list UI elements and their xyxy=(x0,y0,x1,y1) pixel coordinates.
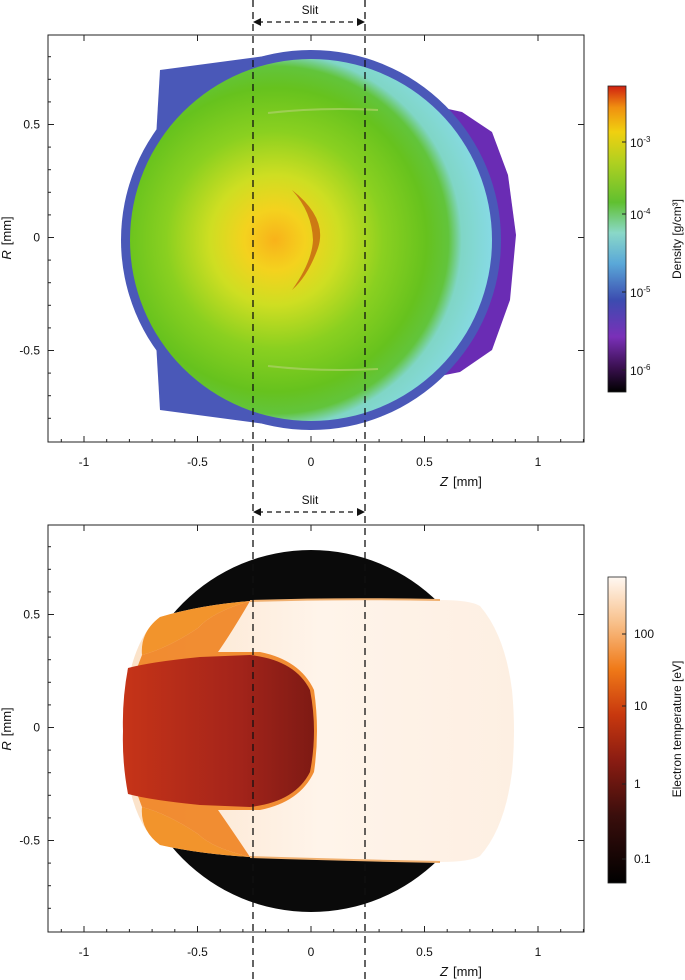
temperature-cb-label-100: 100 xyxy=(634,627,654,641)
upper-boundary-stripe xyxy=(249,598,441,602)
density-cb-label-1e-3: 10-3 xyxy=(630,135,651,150)
density-colorbar xyxy=(607,85,627,393)
density-xtick-label: 0.5 xyxy=(416,455,433,469)
temperature-cb-label-1: 1 xyxy=(634,777,641,791)
temperature-xtick-label: -0.5 xyxy=(187,945,208,959)
density-ytick-label: -0.5 xyxy=(19,344,40,358)
density-slit-label: Slit xyxy=(302,3,319,17)
temperature-ytick-label: 0.5 xyxy=(23,608,40,622)
temperature-slit-arrowhead-left xyxy=(253,508,261,516)
density-ticks: -1 -0.5 0 0.5 1 0.5 0 -0.5 xyxy=(19,35,584,469)
density-colorbar-ticks xyxy=(622,141,626,371)
density-plot-frame xyxy=(47,34,585,443)
density-xlabel: Z [mm] xyxy=(439,474,482,489)
upper-feature xyxy=(267,108,379,114)
temperature-plot-frame xyxy=(47,524,585,933)
temperature-cb-label-10: 10 xyxy=(634,699,648,713)
density-xtick-label: -1 xyxy=(79,455,90,469)
temperature-xtick-label: 0 xyxy=(308,945,315,959)
temperature-xlabel: Z [mm] xyxy=(439,964,482,979)
temperature-panel: -1 -0.5 0 0.5 1 0.5 0 -0.5 100 10 1 0.1 Electro… xyxy=(0,493,684,979)
temperature-ylabel: R[mm] xyxy=(0,707,14,750)
orange-margin xyxy=(141,601,250,857)
density-ytick-label: 0 xyxy=(33,231,40,245)
temperature-colorbar xyxy=(607,576,627,884)
dense-arc xyxy=(292,190,321,290)
temperature-colorbar-label: Electron temperature [eV] xyxy=(670,661,684,798)
density-cb-label-1e-4: 10-4 xyxy=(630,207,651,222)
temperature-xtick-label: 0.5 xyxy=(416,945,433,959)
density-xtick-label: 0 xyxy=(308,455,315,469)
temperature-ticks: -1 -0.5 0 0.5 1 0.5 0 -0.5 xyxy=(19,525,584,959)
density-slit-arrowhead-right xyxy=(357,18,365,26)
temperature-xtick-label: 1 xyxy=(535,945,542,959)
density-slit-arrowhead-left xyxy=(253,18,261,26)
temperature-cb-label-0.1: 0.1 xyxy=(634,852,651,866)
temperature-xtick-label: -1 xyxy=(79,945,90,959)
lower-boundary-stripe xyxy=(249,856,441,863)
density-colorbar-label: Density [g/cm³] xyxy=(670,199,684,279)
density-panel: -1 -0.5 0 0.5 10.50-0.5 10-3 10-4 10-5 10-6 … xyxy=(0,3,684,489)
density-ytick-label: 0.5 xyxy=(23,118,40,132)
temperature-slit-arrowhead-right xyxy=(357,508,365,516)
density-disk xyxy=(130,59,492,421)
temperature-colorbar-ticks xyxy=(622,633,626,860)
temperature-ytick-label: -0.5 xyxy=(19,834,40,848)
density-field xyxy=(121,50,516,430)
temperature-field xyxy=(122,550,514,912)
density-cb-label-1e-5: 10-5 xyxy=(630,285,651,300)
temperature-ytick-label: 0 xyxy=(33,721,40,735)
density-xtick-label: -0.5 xyxy=(187,455,208,469)
density-xtick-label: 1 xyxy=(535,455,542,469)
density-cb-label-1e-6: 10-6 xyxy=(630,363,651,378)
cold-core xyxy=(122,655,314,807)
density-ylabel: R[mm] xyxy=(0,216,14,259)
temperature-slit-label: Slit xyxy=(302,493,319,507)
lower-feature xyxy=(267,365,379,371)
